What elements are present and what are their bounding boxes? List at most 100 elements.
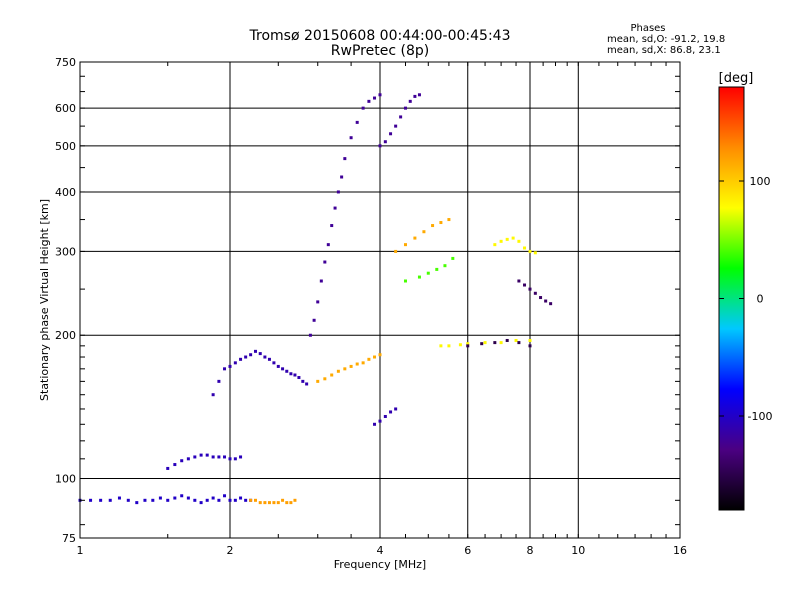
data-point xyxy=(228,498,232,502)
data-point xyxy=(199,501,203,505)
data-point xyxy=(217,498,221,502)
x-tick-label: 16 xyxy=(673,544,687,557)
data-point xyxy=(523,283,527,287)
data-point xyxy=(349,136,353,140)
data-point xyxy=(239,496,243,500)
data-point xyxy=(211,455,215,459)
data-point xyxy=(151,498,155,502)
data-point xyxy=(394,249,398,253)
data-point xyxy=(439,221,443,225)
data-point xyxy=(417,93,421,97)
x-axis-label: Frequency [MHz] xyxy=(334,558,426,571)
data-point xyxy=(276,364,280,368)
data-point xyxy=(223,494,227,498)
x-tick-label: 1 xyxy=(77,544,84,557)
data-point xyxy=(305,382,309,386)
data-points xyxy=(78,93,553,505)
data-point xyxy=(408,99,412,103)
data-point xyxy=(289,501,293,505)
data-point xyxy=(499,341,503,345)
data-point xyxy=(233,498,237,502)
grid-lines xyxy=(80,62,680,538)
data-point xyxy=(211,496,215,500)
data-point xyxy=(451,256,455,260)
data-point xyxy=(447,344,451,348)
data-point xyxy=(480,342,484,346)
data-point xyxy=(249,353,253,357)
data-point xyxy=(431,224,435,228)
data-point xyxy=(223,455,227,459)
data-point xyxy=(89,498,93,502)
data-point xyxy=(272,501,276,505)
data-point xyxy=(316,300,320,304)
data-point xyxy=(244,355,248,359)
data-point xyxy=(258,352,262,356)
data-point xyxy=(158,496,162,500)
data-point xyxy=(263,355,267,359)
data-point xyxy=(323,260,327,264)
data-point xyxy=(458,343,462,347)
data-point xyxy=(267,357,271,361)
data-point xyxy=(293,373,297,377)
data-point xyxy=(253,349,257,353)
colorbar-tick-label: 100 xyxy=(750,175,771,188)
data-point xyxy=(285,369,289,373)
data-point xyxy=(443,264,447,268)
data-point xyxy=(330,224,334,228)
data-point xyxy=(511,236,515,240)
data-point xyxy=(319,279,323,283)
data-point xyxy=(343,367,347,371)
y-axis-label: Stationary phase Virtual Height [km] xyxy=(38,199,51,401)
data-point xyxy=(528,344,532,348)
data-point xyxy=(263,501,267,505)
data-point xyxy=(466,342,470,346)
colorbar-tick-label: -100 xyxy=(748,410,773,423)
data-point xyxy=(336,190,340,194)
x-tick-label: 10 xyxy=(571,544,585,557)
data-point xyxy=(301,379,305,383)
data-point xyxy=(505,338,509,342)
data-point xyxy=(289,372,293,376)
data-point xyxy=(361,106,365,110)
data-point xyxy=(249,498,253,502)
data-point xyxy=(349,364,353,368)
data-point xyxy=(355,120,359,124)
y-tick-label: 500 xyxy=(55,140,76,153)
data-point xyxy=(549,302,553,306)
data-point xyxy=(316,379,320,383)
phase-line1: mean, sd,O: -91.2, 19.8 xyxy=(607,34,725,45)
data-point xyxy=(297,376,301,380)
data-point xyxy=(340,175,344,179)
y-tick-label: 600 xyxy=(55,102,76,115)
data-point xyxy=(417,275,421,279)
data-point xyxy=(413,94,417,98)
data-point xyxy=(308,333,312,337)
data-point xyxy=(422,230,426,234)
y-tick-label: 750 xyxy=(55,56,76,69)
colorbar-ticks: 100 0 -100 xyxy=(719,175,772,423)
data-point xyxy=(523,246,527,250)
x-tick-label: 4 xyxy=(377,544,384,557)
data-point xyxy=(143,498,147,502)
data-point xyxy=(378,353,382,357)
data-point xyxy=(373,422,377,426)
data-point xyxy=(166,466,170,470)
data-point xyxy=(330,373,334,377)
y-tick-label: 400 xyxy=(55,186,76,199)
data-point xyxy=(336,369,340,373)
data-point xyxy=(223,367,227,371)
data-point xyxy=(361,361,365,365)
data-point xyxy=(514,338,518,342)
data-point xyxy=(378,144,382,148)
phase-heading: Phases xyxy=(630,23,665,34)
data-point xyxy=(267,501,271,505)
data-point xyxy=(333,206,337,210)
data-point xyxy=(528,249,532,253)
data-point xyxy=(205,453,209,457)
data-point xyxy=(253,498,257,502)
data-point xyxy=(180,459,184,463)
colorbar-tick-label: 0 xyxy=(757,293,764,306)
chart-title: Tromsø 20150608 00:44:00-00:45:43 xyxy=(249,28,511,44)
data-point xyxy=(403,279,407,283)
data-point xyxy=(367,99,371,103)
